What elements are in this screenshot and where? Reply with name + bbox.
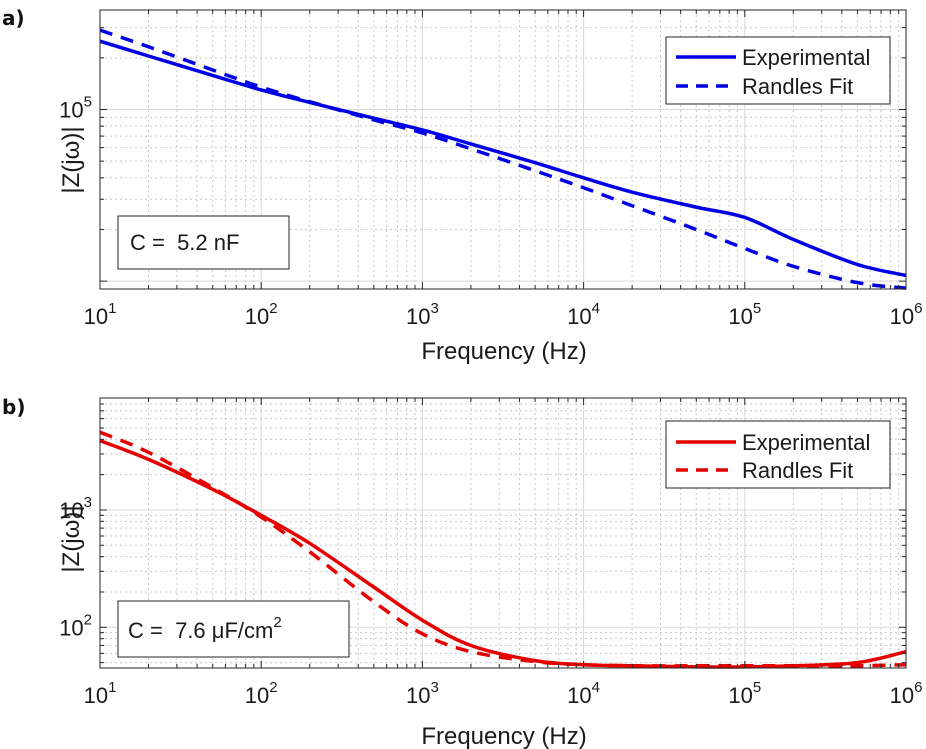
panel-b-x-tick-label-1: 102 bbox=[245, 679, 278, 708]
panel-b-x-tick-exp: 5 bbox=[753, 679, 761, 696]
panel-a-annotation: C = 5.2 nF bbox=[117, 215, 290, 270]
panel-a-annotation-box bbox=[117, 215, 290, 270]
panel-a-y-tick-exp: 5 bbox=[84, 94, 92, 111]
panel-b-x-tick-base: 10 bbox=[84, 683, 108, 708]
panel-b-frame bbox=[99, 397, 907, 669]
panel-b-letter: b) bbox=[2, 395, 25, 419]
panel-b-y-axis-label: |Z(jω)| bbox=[58, 505, 85, 572]
panel-a-y-axis-label: |Z(jω)| bbox=[58, 126, 85, 193]
panel-b-y-tick-base: 10 bbox=[59, 498, 83, 523]
panel-b-x-tick-exp: 2 bbox=[269, 679, 277, 696]
panel-b-annotation-text: C = 7.6 μF/cm2 bbox=[128, 614, 282, 643]
panel-b-legend-experimental-label: Experimental bbox=[742, 430, 870, 455]
panel-b-x-tick-label-0: 101 bbox=[84, 679, 117, 708]
panel-a-x-tick-label-3: 104 bbox=[567, 300, 600, 329]
panel-a-legend: Experimental Randles Fit bbox=[665, 36, 891, 105]
panel-a-x-tick-exp: 4 bbox=[592, 300, 600, 317]
panel-b-x-axis-label: Frequency (Hz) bbox=[421, 723, 586, 749]
panel-b-annotation-main: C = 7.6 μF/cm bbox=[128, 618, 273, 643]
panel-a-series-experimental-line bbox=[99, 39, 907, 278]
panel-a-y-tick-label-0: 105 bbox=[59, 94, 92, 123]
panel-b-y-tick-label-0: 102 bbox=[59, 611, 92, 640]
panel-b-annotation: C = 7.6 μF/cm2 bbox=[117, 600, 350, 658]
panel-b-x-tick-base: 10 bbox=[728, 683, 752, 708]
panel-b-y-tick-exp: 3 bbox=[84, 494, 92, 511]
panel-a-x-tick-label-2: 103 bbox=[406, 300, 439, 329]
panel-b-y-tick-base: 10 bbox=[59, 615, 83, 640]
panel-b-x-tick-exp: 1 bbox=[108, 679, 116, 696]
panel-b-x-tick-base: 10 bbox=[567, 683, 591, 708]
panel-b-y-tick-label-1: 103 bbox=[59, 494, 92, 523]
panel-a-x-tick-label-0: 101 bbox=[84, 300, 117, 329]
panel-a-x-tick-base: 10 bbox=[245, 304, 269, 329]
panel-a-letter: a) bbox=[2, 6, 25, 30]
panel-b-x-tick-base: 10 bbox=[890, 683, 914, 708]
panel-a-x-tick-base: 10 bbox=[406, 304, 430, 329]
panel-a-frame bbox=[99, 9, 907, 290]
panel-b-x-tick-exp: 3 bbox=[430, 679, 438, 696]
panel-a-series-randles-fit-line bbox=[99, 28, 907, 290]
panel-a-series bbox=[99, 28, 907, 290]
panel-a-legend-box bbox=[665, 36, 891, 105]
panel-b-x-tick-exp: 4 bbox=[592, 679, 600, 696]
panel-a-x-tick-base: 10 bbox=[890, 304, 914, 329]
panel-a-x-tick-exp: 6 bbox=[914, 300, 922, 317]
panel-b-x-tick-label-5: 106 bbox=[890, 679, 923, 708]
panel-b-series bbox=[99, 430, 907, 669]
panel-a-x-tick-label-5: 106 bbox=[890, 300, 923, 329]
panel-b-y-tick-exp: 2 bbox=[84, 611, 92, 628]
panel-b-x-tick-base: 10 bbox=[406, 683, 430, 708]
panel-b-series-randles-fit-line bbox=[99, 430, 907, 668]
panel-b-legend-box bbox=[665, 420, 891, 489]
panel-a-y-tick-base: 10 bbox=[59, 98, 83, 123]
panel-a-x-tick-exp: 5 bbox=[753, 300, 761, 317]
panel-b-x-tick-label-3: 104 bbox=[567, 679, 600, 708]
panel-a-x-tick-base: 10 bbox=[84, 304, 108, 329]
panel-a-x-tick-base: 10 bbox=[567, 304, 591, 329]
panel-a-legend-experimental-label: Experimental bbox=[742, 45, 870, 70]
panel-b-x-tick-label-2: 103 bbox=[406, 679, 439, 708]
panel-a-legend-randles-label: Randles Fit bbox=[742, 74, 853, 99]
panel-b-x-tick-base: 10 bbox=[245, 683, 269, 708]
panel-a-x-tick-label-1: 102 bbox=[245, 300, 278, 329]
panel-a-x-axis-label: Frequency (Hz) bbox=[421, 338, 586, 365]
panel-b-annotation-box bbox=[117, 600, 350, 658]
panel-b-annotation-sup: 2 bbox=[273, 614, 281, 631]
panel-a-annotation-text: C = 5.2 nF bbox=[130, 230, 239, 255]
panel-a-x-tick-label-4: 105 bbox=[728, 300, 761, 329]
panel-a-x-tick-base: 10 bbox=[728, 304, 752, 329]
panel-a-x-tick-exp: 2 bbox=[269, 300, 277, 317]
panel-b-x-tick-label-4: 105 bbox=[728, 679, 761, 708]
panel-b-x-tick-exp: 6 bbox=[914, 679, 922, 696]
panel-a-x-tick-exp: 3 bbox=[430, 300, 438, 317]
panel-b-legend-randles-label: Randles Fit bbox=[742, 458, 853, 483]
panel-a-x-tick-exp: 1 bbox=[108, 300, 116, 317]
panel-b-legend: Experimental Randles Fit bbox=[665, 420, 891, 489]
